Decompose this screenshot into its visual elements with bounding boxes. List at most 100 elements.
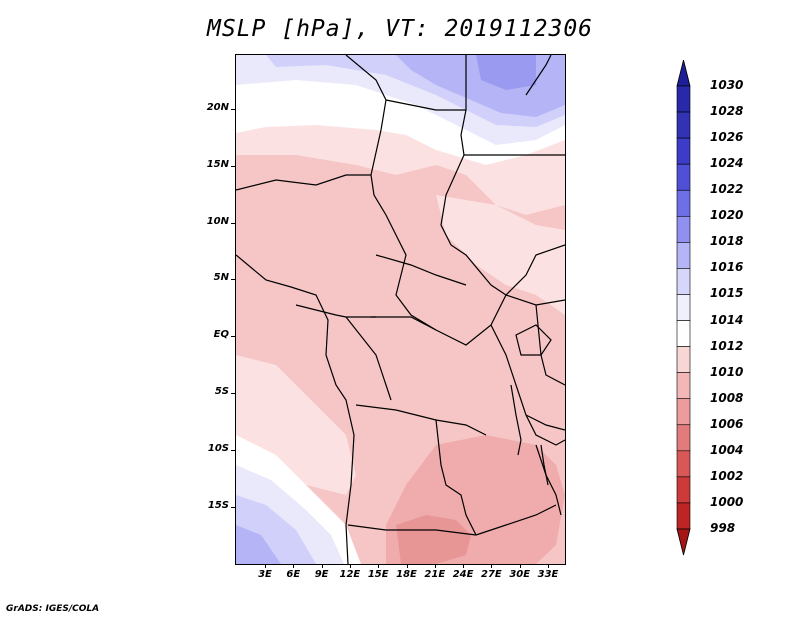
colorbar-level-label: 1010	[710, 364, 744, 379]
lon-tick-label: 18E	[396, 569, 417, 580]
colorbar-segment	[676, 137, 691, 165]
colorbar-segment	[676, 476, 691, 504]
colorbar-segment	[676, 424, 691, 452]
colorbar-level-label: 1012	[710, 338, 744, 353]
lat-tick-label: 20N	[206, 102, 229, 113]
colorbar-segment	[676, 242, 691, 269]
lon-tick-label: 6E	[286, 569, 301, 580]
lat-tick-label: 15N	[206, 158, 229, 170]
colorbar-segment	[676, 320, 691, 347]
lon-tick-label: 27E	[481, 569, 502, 580]
colorbar-segment	[676, 268, 691, 295]
colorbar-level-label: 1018	[710, 234, 744, 249]
colorbar-level-label: 1022	[710, 182, 744, 197]
colorbar-segment	[676, 111, 691, 139]
lon-tick-mark	[548, 564, 549, 568]
lon-tick-mark	[519, 564, 521, 568]
lon-tick-label: 33E	[537, 569, 559, 580]
lat-tick-mark	[231, 336, 235, 338]
border-kenya	[535, 304, 565, 386]
colorbar-segment	[676, 294, 691, 321]
colorbar-level-label: 998	[710, 521, 736, 535]
border-zambia-zimbabwe	[475, 504, 557, 536]
colorbar-level-label: 1004	[710, 442, 744, 457]
border-car	[375, 254, 467, 286]
lake-tanganyika	[510, 384, 522, 456]
colorbar-level-label: 1024	[710, 156, 744, 171]
colorbar-bottom-arrow	[676, 528, 691, 556]
colorbar-level-label: 1026	[710, 130, 744, 145]
lon-tick-mark	[265, 564, 266, 568]
colorbar-segment	[676, 163, 691, 191]
lat-tick-label: 10N	[206, 215, 229, 227]
colorbar-segment	[676, 398, 691, 426]
lat-tick-label: 5N	[213, 272, 229, 284]
lat-tick-label: 10S	[207, 442, 229, 454]
border-drc-angola	[355, 404, 487, 436]
border-chad-sudan	[440, 154, 507, 296]
colorbar-level-label: 1002	[710, 468, 744, 483]
lat-tick-mark	[231, 279, 235, 281]
lat-tick-mark	[231, 393, 235, 394]
red-sea-coast	[525, 55, 552, 96]
lat-tick-label: EQ	[213, 329, 229, 341]
colorbar-level-label: 1015	[710, 286, 744, 301]
colorbar-level-label: 1008	[710, 390, 744, 405]
lon-tick-label: 30E	[509, 569, 531, 580]
border-angola-zambia	[435, 419, 477, 536]
colorbar-segment	[676, 189, 691, 217]
lake-victoria	[515, 324, 552, 356]
colorbar-segment	[676, 502, 691, 530]
lat-tick-mark	[231, 506, 235, 508]
border-northern	[345, 55, 565, 346]
lon-tick-label: 24E	[452, 569, 474, 580]
colorbar-level-label: 1014	[710, 312, 744, 327]
border-drc-north	[371, 316, 437, 331]
colorbar-segment	[676, 346, 691, 373]
pressure-field-map	[236, 55, 565, 564]
lon-tick-label: 9E	[314, 569, 329, 580]
colorbar-segment	[676, 372, 691, 400]
lat-tick-label: 5S	[214, 386, 229, 397]
contour-1020-northeast	[476, 55, 536, 90]
colorbar-level-label: 1020	[710, 208, 744, 223]
chart-title: MSLP [hPa], VT: 2019112306	[206, 16, 594, 42]
contour-1012-east	[436, 195, 565, 315]
border-nigeria	[236, 174, 371, 191]
colorbar-level-label: 1030	[710, 78, 744, 92]
lake-malawi	[540, 444, 549, 486]
lon-tick-mark	[378, 564, 380, 568]
border-libya-egypt	[460, 55, 467, 156]
lon-tick-mark	[406, 564, 408, 568]
colorbar-level-label: 1016	[710, 260, 744, 275]
border-angola-namibia	[347, 524, 477, 536]
lon-tick-mark	[463, 564, 465, 568]
colorbar	[676, 60, 691, 556]
colorbar-segment	[676, 215, 691, 243]
lat-tick-mark	[231, 109, 235, 110]
coastline	[236, 254, 355, 564]
lon-tick-mark	[293, 564, 295, 568]
contour-1006-south	[396, 515, 471, 564]
lat-tick-mark	[231, 165, 235, 167]
lon-tick-mark	[349, 564, 351, 568]
border-tanzania	[525, 414, 565, 431]
lon-tick-label: 12E	[339, 569, 361, 580]
lon-tick-mark	[321, 564, 323, 568]
colorbar-top-arrow	[676, 60, 691, 87]
border-congo	[345, 316, 392, 401]
lat-tick-mark	[231, 222, 235, 224]
border-malawi	[535, 444, 562, 516]
colorbar-level-label: 1006	[710, 416, 744, 431]
colorbar-segment	[676, 450, 691, 478]
lon-tick-mark	[491, 564, 493, 568]
border-niger-chad	[385, 99, 466, 111]
lat-tick-label: 15S	[207, 499, 229, 511]
colorbar-level-label: 1028	[710, 104, 744, 119]
grads-credit: GrADS: IGES/COLA	[6, 604, 100, 614]
border-cameroon	[295, 304, 376, 318]
map-panel	[235, 54, 566, 565]
colorbar-level-label: 1000	[710, 494, 744, 509]
lat-tick-mark	[231, 449, 235, 451]
lon-tick-mark	[434, 564, 436, 568]
